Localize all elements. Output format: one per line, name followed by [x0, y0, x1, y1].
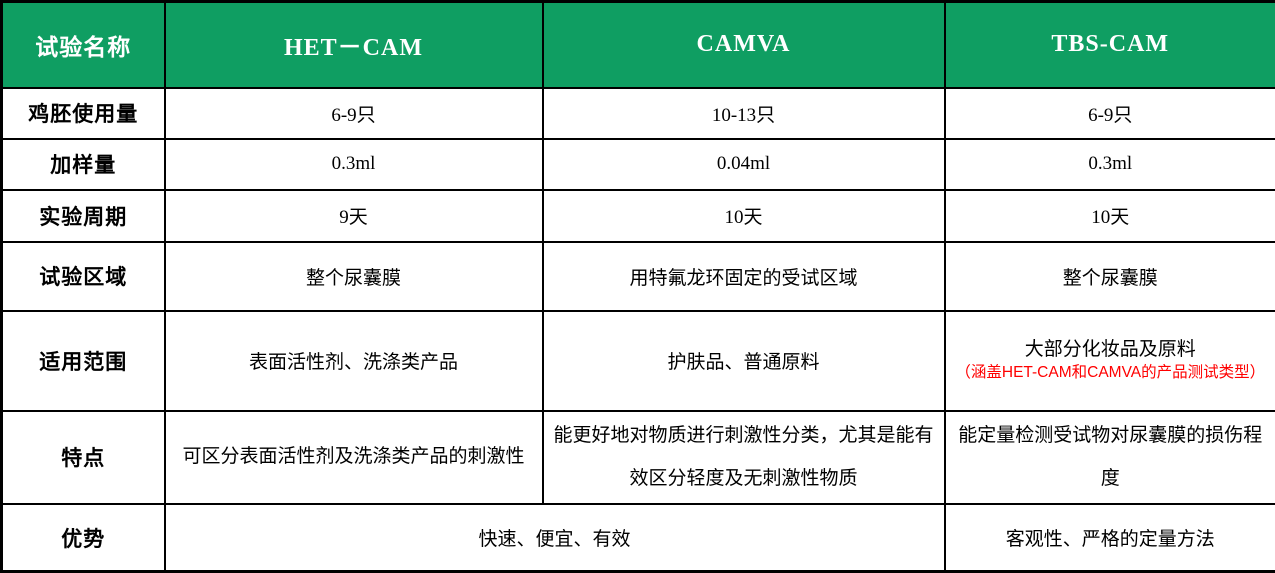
row-label-test-area: 试验区域	[0, 240, 166, 312]
header-row: 试验名称 HET－CAM CAMVA TBS-CAM	[0, 0, 1275, 89]
test-area-tbs: 整个尿囊膜	[943, 240, 1275, 312]
row-embryo-count: 鸡胚使用量 6-9只 10-13只 6-9只	[0, 86, 1275, 140]
application-scope-tbs-note: （涵盖HET-CAM和CAMVA的产品测试类型）	[955, 364, 1266, 382]
embryo-count-camva: 10-13只	[541, 86, 946, 140]
row-test-period: 实验周期 9天 10天 10天	[0, 188, 1275, 243]
application-scope-tbs-main: 大部分化妆品及原料	[1024, 338, 1196, 360]
sample-volume-tbs: 0.3ml	[943, 137, 1275, 191]
header-tbs-cam: TBS-CAM	[943, 0, 1275, 89]
row-feature: 特点 可区分表面活性剂及洗涤类产品的刺激性 能更好地对物质进行刺激性分类，尤其是…	[0, 409, 1275, 505]
row-label-test-period: 实验周期	[0, 188, 166, 243]
test-area-camva: 用特氟龙环固定的受试区域	[541, 240, 946, 312]
header-test-name: 试验名称	[0, 0, 166, 89]
sample-volume-camva: 0.04ml	[541, 137, 946, 191]
row-sample-volume: 加样量 0.3ml 0.04ml 0.3ml	[0, 137, 1275, 191]
header-camva: CAMVA	[541, 0, 946, 89]
feature-tbs: 能定量检测受试物对尿囊膜的损伤程度	[943, 409, 1275, 505]
sample-volume-het: 0.3ml	[163, 137, 544, 191]
feature-camva: 能更好地对物质进行刺激性分类，尤其是能有效区分轻度及无刺激性物质	[541, 409, 946, 505]
embryo-count-tbs: 6-9只	[943, 86, 1275, 140]
application-scope-camva: 护肤品、普通原料	[541, 309, 946, 412]
row-label-feature: 特点	[0, 409, 166, 505]
row-label-embryo-count: 鸡胚使用量	[0, 86, 166, 140]
feature-het: 可区分表面活性剂及洗涤类产品的刺激性	[163, 409, 544, 505]
row-label-sample-volume: 加样量	[0, 137, 166, 191]
row-label-application-scope: 适用范围	[0, 309, 166, 412]
test-period-tbs: 10天	[943, 188, 1275, 243]
row-test-area: 试验区域 整个尿囊膜 用特氟龙环固定的受试区域 整个尿囊膜	[0, 240, 1275, 312]
embryo-count-het: 6-9只	[163, 86, 544, 140]
application-scope-tbs: 大部分化妆品及原料 （涵盖HET-CAM和CAMVA的产品测试类型）	[943, 309, 1275, 412]
header-het-cam: HET－CAM	[163, 0, 544, 89]
advantage-het-camva-merged: 快速、便宜、有效	[163, 502, 946, 573]
test-period-camva: 10天	[541, 188, 946, 243]
test-period-het: 9天	[163, 188, 544, 243]
row-advantage: 优势 快速、便宜、有效 客观性、严格的定量方法	[0, 502, 1275, 573]
test-area-het: 整个尿囊膜	[163, 240, 544, 312]
row-application-scope: 适用范围 表面活性剂、洗涤类产品 护肤品、普通原料 大部分化妆品及原料 （涵盖H…	[0, 309, 1275, 412]
row-label-advantage: 优势	[0, 502, 166, 573]
advantage-tbs: 客观性、严格的定量方法	[943, 502, 1275, 573]
application-scope-het: 表面活性剂、洗涤类产品	[163, 309, 544, 412]
